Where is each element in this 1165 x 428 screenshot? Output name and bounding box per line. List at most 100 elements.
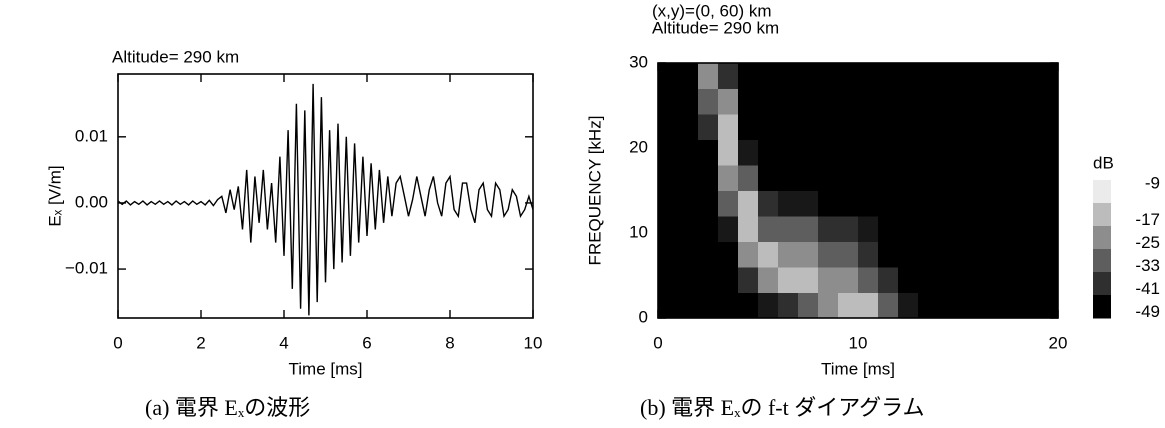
heatmap-cell — [738, 165, 759, 191]
heatmap-cell — [738, 267, 759, 293]
heatmap-cell — [1018, 241, 1039, 268]
heatmap-cell — [758, 88, 779, 115]
heatmap-cell — [938, 63, 959, 89]
heatmap-cell — [838, 63, 859, 89]
heatmap-cell — [938, 114, 959, 140]
heatmap-cell — [838, 165, 859, 191]
heatmap-cell — [718, 139, 739, 166]
heatmap-cell — [1038, 88, 1059, 115]
chart-subtitle: Altitude= 290 km — [652, 18, 779, 37]
heatmap-cell — [738, 63, 759, 89]
heatmap-cell — [898, 267, 919, 293]
heatmap-cell — [658, 190, 679, 217]
heatmap-cell — [1018, 63, 1039, 89]
heatmap-cell — [818, 165, 839, 191]
heatmap-cell — [958, 88, 979, 115]
heatmap-cell — [678, 165, 699, 191]
heatmap-cell — [1018, 292, 1039, 319]
heatmap-cell — [718, 292, 739, 319]
heatmap-cell — [938, 139, 959, 166]
heatmap-cell — [818, 88, 839, 115]
heatmap-cell — [678, 190, 699, 217]
heatmap-cell — [838, 139, 859, 166]
heatmap-cell — [858, 139, 879, 166]
heatmap-cell — [758, 190, 779, 217]
colorbar-tick-label: -33 — [1135, 256, 1160, 275]
heatmap-cell — [1038, 216, 1059, 242]
heatmap-cell — [838, 292, 859, 319]
heatmap-cell — [938, 165, 959, 191]
heatmap-cell — [938, 241, 959, 268]
waveform — [118, 83, 533, 316]
heatmap-cell — [758, 139, 779, 166]
heatmap-cell — [858, 190, 879, 217]
y-tick-label: 10 — [629, 222, 648, 241]
heatmap-cell — [1018, 267, 1039, 293]
heatmap-cell — [798, 114, 819, 140]
heatmap-cell — [858, 165, 879, 191]
heatmap-cell — [1038, 267, 1059, 293]
y-tick-label: 20 — [629, 137, 648, 156]
heatmap-cell — [798, 267, 819, 293]
y-tick-label: 0 — [639, 307, 648, 326]
heatmap-cell — [778, 267, 799, 293]
heatmap-cell — [818, 267, 839, 293]
heatmap-cell — [718, 165, 739, 191]
heatmap-cell — [998, 267, 1019, 293]
colorbar-swatch — [1093, 203, 1111, 227]
x-tick-label: 0 — [653, 333, 662, 352]
heatmap-cell — [798, 190, 819, 217]
heatmap-cell — [958, 114, 979, 140]
x-tick-label: 0 — [113, 333, 122, 352]
heatmap-cell — [1038, 63, 1059, 89]
heatmap-cell — [878, 190, 899, 217]
heatmap-cell — [778, 114, 799, 140]
heatmap-cell — [778, 241, 799, 268]
heatmap-cell — [918, 292, 939, 319]
heatmap-cell — [758, 292, 779, 319]
heatmap-cell — [998, 216, 1019, 242]
heatmap-cell — [918, 88, 939, 115]
heatmap-cell — [958, 190, 979, 217]
heatmap-cell — [758, 63, 779, 89]
heatmap-cell — [958, 292, 979, 319]
heatmap-cell — [718, 216, 739, 242]
heatmap-cell — [718, 114, 739, 140]
heatmap-cell — [698, 63, 719, 89]
x-tick-label: 10 — [524, 333, 543, 352]
heatmap-cell — [838, 241, 859, 268]
heatmap-cell — [958, 139, 979, 166]
heatmap-cell — [898, 216, 919, 242]
heatmap-cell — [918, 139, 939, 166]
heatmap-cell — [698, 139, 719, 166]
heatmap-cell — [978, 292, 999, 319]
heatmap-cell — [838, 216, 859, 242]
heatmap-cell — [938, 292, 959, 319]
heatmap-cell — [958, 216, 979, 242]
x-tick-label: 20 — [1049, 333, 1068, 352]
heatmap-cell — [878, 88, 899, 115]
colorbar-swatch — [1093, 272, 1111, 296]
colorbar-tick-label: -17 — [1135, 210, 1160, 229]
plot-frame — [117, 73, 534, 319]
heatmap-cell — [918, 190, 939, 217]
heatmap-cell — [698, 114, 719, 140]
heatmap-cell — [778, 292, 799, 319]
heatmap-cell — [998, 292, 1019, 319]
heatmap-cell — [1018, 165, 1039, 191]
heatmap-cell — [778, 88, 799, 115]
heatmap-cell — [978, 165, 999, 191]
heatmap-cell — [858, 88, 879, 115]
heatmap-cell — [998, 241, 1019, 268]
heatmap-cell — [978, 63, 999, 89]
heatmap-cell — [838, 88, 859, 115]
heatmap-cell — [798, 63, 819, 89]
heatmap-cell — [818, 63, 839, 89]
heatmap-cell — [998, 190, 1019, 217]
heatmap-cell — [998, 63, 1019, 89]
heatmap-cell — [838, 267, 859, 293]
heatmap-cell — [818, 139, 839, 166]
heatmap-cell — [698, 241, 719, 268]
heatmap-cell — [898, 63, 919, 89]
